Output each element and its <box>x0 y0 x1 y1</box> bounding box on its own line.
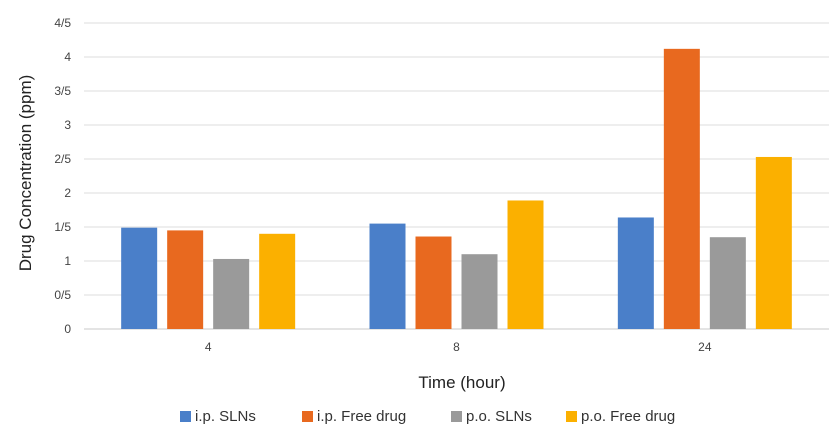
x-axis-title: Time (hour) <box>418 373 505 392</box>
y-tick-label: 3 <box>64 118 71 132</box>
x-tick-label: 4 <box>205 340 212 354</box>
legend-swatch <box>302 411 313 422</box>
legend-label: p.o. Free drug <box>581 408 675 425</box>
legend-label: i.p. Free drug <box>317 408 406 425</box>
bar <box>663 48 700 330</box>
y-axis-title: Drug Concentration (ppm) <box>16 75 35 272</box>
y-tick-label: 4 <box>64 50 71 64</box>
y-tick-labels: 0 0/5 1 1/5 2 2/5 3 3/5 4 4/5 <box>54 16 71 336</box>
x-tick-label: 8 <box>453 340 460 354</box>
bar <box>461 254 498 329</box>
bar <box>121 227 158 329</box>
bar <box>709 237 746 329</box>
bar <box>617 217 654 329</box>
legend: i.p. SLNs i.p. Free drug p.o. SLNs p.o. Fre… <box>180 408 675 425</box>
legend-swatch <box>451 411 462 422</box>
legend-swatch <box>180 411 191 422</box>
y-tick-label: 0/5 <box>54 288 71 302</box>
legend-label: i.p. SLNs <box>195 408 256 425</box>
legend-label: p.o. SLNs <box>466 408 532 425</box>
bar <box>755 156 792 329</box>
y-tick-label: 4/5 <box>54 16 71 30</box>
bar <box>259 233 296 329</box>
y-tick-label: 3/5 <box>54 84 71 98</box>
bar <box>415 236 452 329</box>
bar <box>167 230 204 329</box>
bars <box>121 48 792 330</box>
gridlines <box>84 22 829 330</box>
y-tick-label: 0 <box>64 322 71 336</box>
bar <box>507 200 544 329</box>
y-tick-label: 1 <box>64 254 71 268</box>
bar <box>369 223 406 329</box>
y-tick-label: 1/5 <box>54 220 71 234</box>
x-tick-labels: 4 8 24 <box>205 340 712 354</box>
y-tick-label: 2 <box>64 186 71 200</box>
legend-swatch <box>566 411 577 422</box>
bar <box>213 258 250 329</box>
y-tick-label: 2/5 <box>54 152 71 166</box>
x-tick-label: 24 <box>698 340 712 354</box>
